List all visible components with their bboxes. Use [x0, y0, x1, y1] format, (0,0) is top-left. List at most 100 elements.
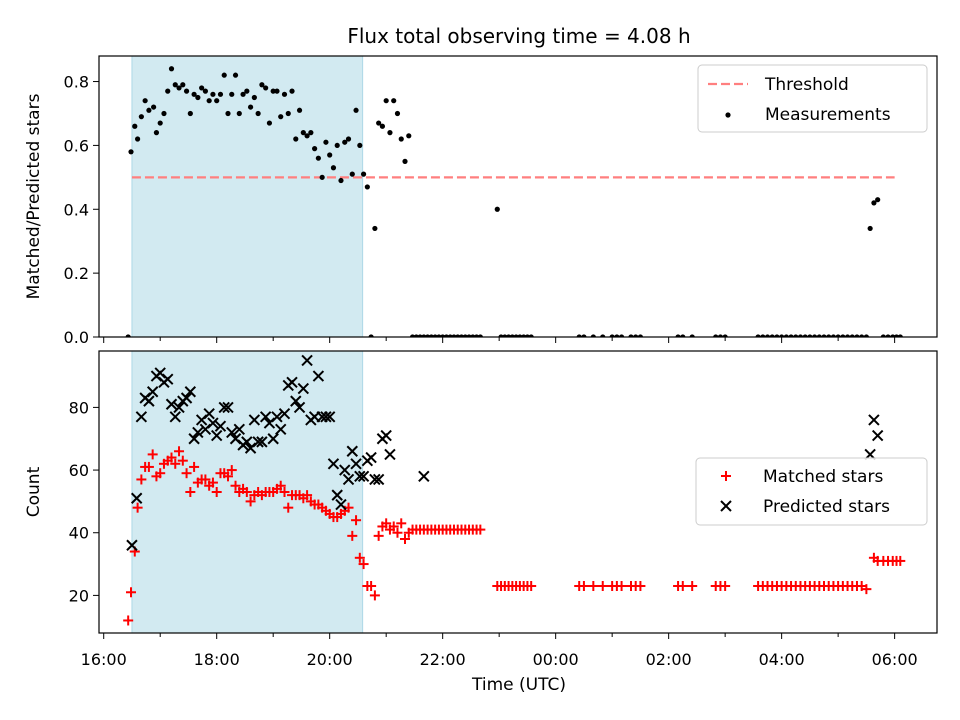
data-point [230, 480, 241, 491]
data-point [221, 72, 227, 78]
data-point [132, 123, 138, 129]
data-point [297, 382, 310, 395]
data-point [600, 334, 606, 337]
data-point [635, 581, 646, 591]
data-point [146, 107, 152, 113]
data-point [293, 136, 299, 142]
data-point [168, 66, 175, 72]
data-point [849, 334, 855, 337]
data-point [334, 142, 340, 149]
data-point [633, 334, 639, 337]
data-point [166, 452, 177, 463]
data-point [826, 334, 832, 337]
data-point [867, 225, 873, 232]
data-point [354, 552, 365, 563]
data-point [755, 334, 761, 337]
data-point [783, 334, 789, 337]
data-point [170, 458, 181, 469]
legend: Matched stars Predicted stars [695, 457, 928, 526]
x-tick-label: 18:00 [194, 650, 240, 669]
plot-area [125, 66, 903, 337]
data-point [717, 334, 724, 337]
data-point [840, 334, 846, 337]
data-point [274, 88, 280, 94]
data-point [871, 429, 884, 442]
data-point [402, 158, 408, 164]
data-point [157, 120, 163, 126]
data-point [281, 91, 288, 97]
data-point [143, 395, 155, 407]
data-point [357, 142, 363, 149]
data-point [769, 334, 775, 337]
x-tick-label: 00:00 [533, 650, 579, 669]
data-point [301, 354, 313, 367]
data-point [192, 426, 204, 439]
data-point [687, 581, 698, 591]
legend-predicted-label: Predicted stars [763, 497, 890, 517]
data-point [590, 334, 596, 337]
data-point [188, 433, 200, 445]
legend-threshold-label: Threshold [764, 75, 849, 95]
data-point [774, 334, 780, 337]
data-point [296, 107, 303, 113]
data-point [418, 470, 430, 483]
y-tick-label: 80 [69, 398, 89, 417]
data-point [177, 455, 188, 466]
data-point [391, 98, 397, 104]
chart-title: Flux total observing time = 4.08 h [347, 24, 690, 48]
data-point [394, 110, 401, 117]
data-point [245, 496, 256, 507]
data-point [816, 334, 822, 337]
data-point [126, 539, 138, 551]
data-point [400, 534, 411, 544]
data-point [180, 392, 193, 404]
data-point [138, 114, 144, 120]
data-point [222, 401, 234, 414]
legend-frame [695, 457, 928, 526]
data-point [271, 411, 283, 423]
data-point [225, 110, 231, 117]
data-point [256, 436, 268, 448]
data-point [308, 130, 314, 136]
data-point [279, 487, 290, 497]
data-point [859, 334, 865, 337]
data-point [229, 91, 235, 97]
data-point [788, 334, 794, 337]
data-point [181, 468, 192, 479]
data-point [195, 94, 201, 101]
data-point [368, 334, 374, 337]
data-point [338, 177, 344, 184]
data-point [162, 373, 174, 385]
data-point [259, 82, 265, 88]
data-point [153, 130, 160, 136]
data-point [217, 91, 224, 97]
legend-matched-label: Matched stars [763, 467, 883, 487]
y-axis-label: Matched/Predicted stars [24, 93, 44, 299]
data-point [165, 398, 178, 410]
data-point [241, 487, 252, 497]
data-point [320, 411, 332, 423]
data-point [528, 334, 534, 337]
data-point [379, 123, 386, 129]
data-point [597, 581, 608, 591]
data-point [267, 433, 279, 445]
data-point [330, 165, 337, 171]
data-point [364, 184, 370, 190]
legend-frame [697, 64, 928, 133]
data-point [720, 581, 731, 591]
data-point [226, 426, 238, 439]
data-point [797, 334, 804, 337]
x-tick-label: 02:00 [646, 650, 692, 669]
data-point [247, 104, 254, 110]
data-point [351, 515, 362, 526]
data-point [302, 490, 313, 501]
data-point [835, 334, 841, 337]
data-point [358, 559, 369, 570]
data-point [191, 91, 197, 97]
data-point [135, 136, 141, 142]
legend: Threshold Measurements [697, 64, 928, 133]
data-point [187, 110, 193, 117]
data-point [203, 407, 215, 420]
data-point [283, 502, 294, 513]
